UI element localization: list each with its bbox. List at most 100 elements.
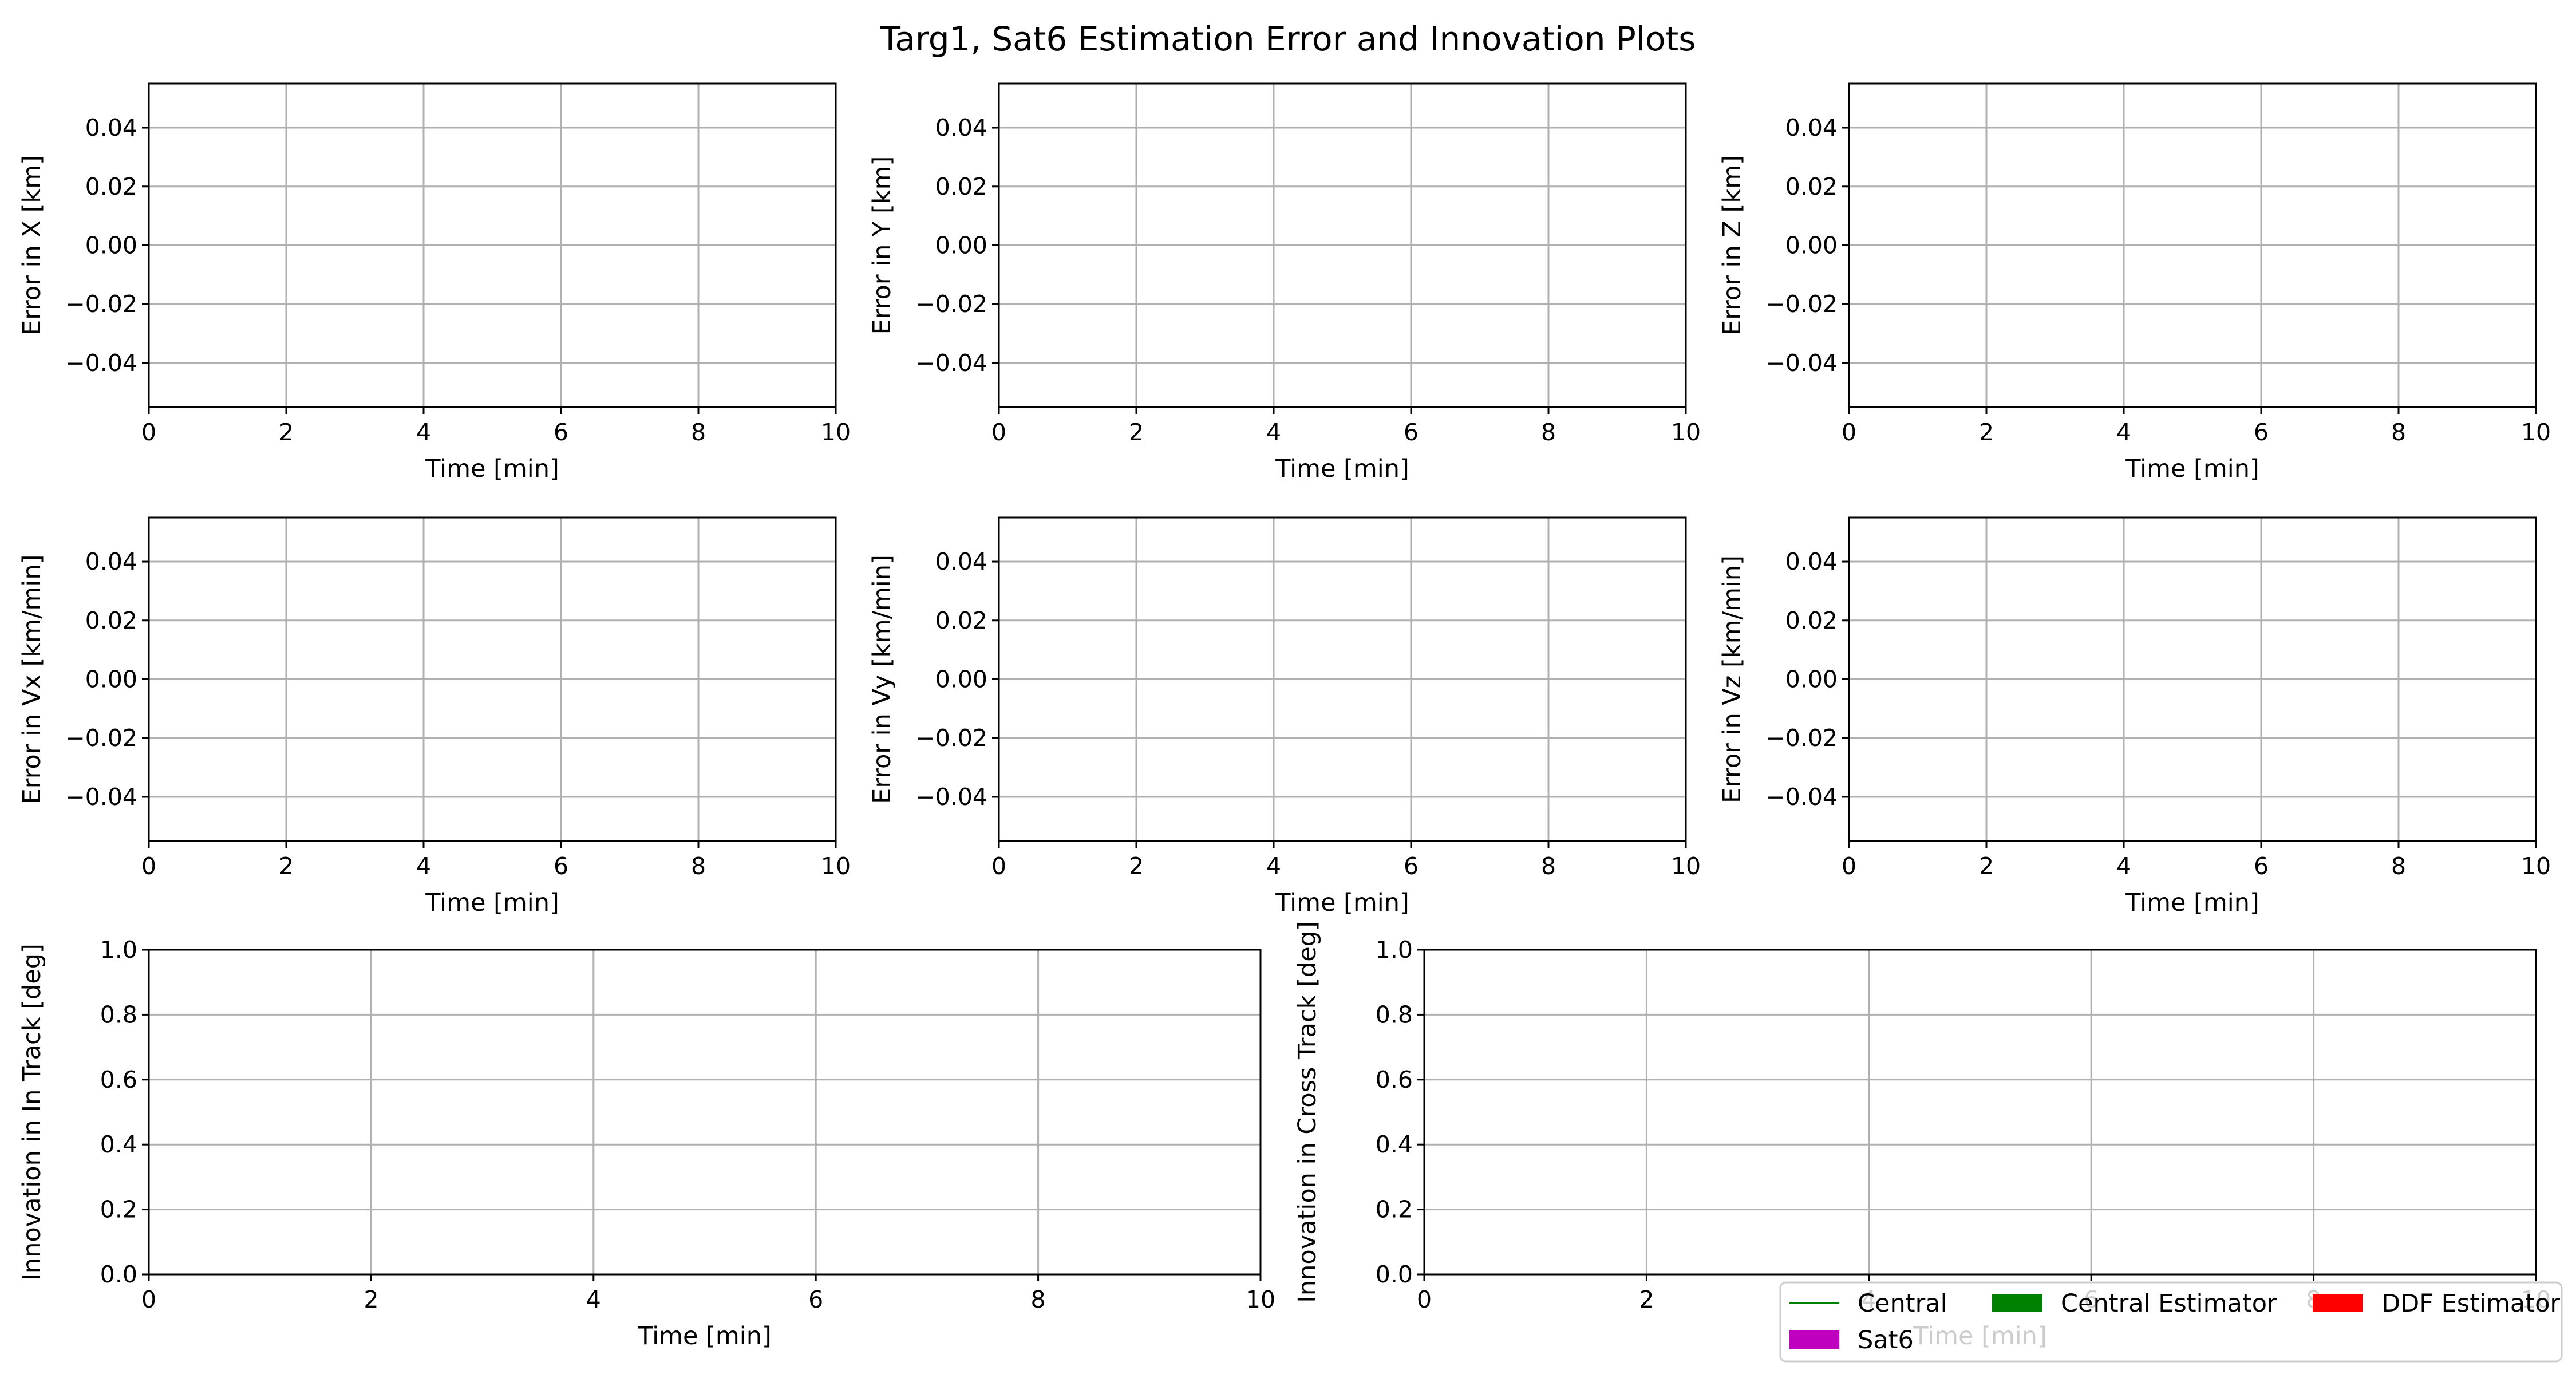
plot-frame (148, 949, 1262, 1276)
x-tick-label: 2 (279, 418, 294, 446)
x-tick-label: 0 (141, 1286, 156, 1313)
x-tick-label: 10 (821, 852, 851, 880)
x-axis-label: Time [min] (425, 889, 559, 917)
x-tick-label: 4 (2116, 852, 2131, 880)
y-tick-label: 0.00 (1785, 232, 1838, 259)
x-tick-label: 4 (2116, 418, 2131, 446)
x-tick-label: 10 (1671, 418, 1701, 446)
x-tick-label: 2 (1129, 418, 1144, 446)
y-tick-label: −0.04 (915, 349, 987, 377)
x-tick-label: 8 (2391, 852, 2406, 880)
x-tick-label: 4 (416, 418, 431, 446)
x-tick-label: 8 (1031, 1286, 1046, 1313)
y-tick-label: 0.6 (100, 1066, 137, 1093)
y-tick-label: 0.00 (85, 232, 137, 259)
y-tick-label: 0.2 (1376, 1196, 1413, 1223)
y-tick-label: 0.8 (1376, 1001, 1413, 1028)
x-tick-label: 8 (2391, 418, 2406, 446)
legend-label: Sat6 (1858, 1326, 1914, 1355)
y-tick-label: −0.04 (1765, 783, 1838, 811)
y-tick-label: −0.02 (915, 724, 987, 752)
x-tick-label: 0 (1417, 1286, 1432, 1313)
x-tick-label: 8 (1541, 852, 1556, 880)
y-tick-label: 0.6 (1376, 1066, 1413, 1093)
y-tick-label: 0.04 (85, 548, 137, 575)
y-tick-label: −0.04 (65, 783, 137, 811)
legend-entry: Sat6 (1789, 1326, 1914, 1355)
legend-patch-handle (2313, 1294, 2363, 1312)
x-tick-label: 2 (279, 852, 294, 880)
y-tick-label: −0.02 (65, 724, 137, 752)
x-axis-label: Time [min] (1275, 455, 1409, 483)
x-tick-label: 0 (991, 418, 1006, 446)
y-axis-label: Error in Y [km] (868, 156, 896, 335)
plot-frame (1423, 949, 2537, 1276)
y-tick-label: −0.02 (1765, 724, 1838, 752)
y-tick-label: −0.02 (915, 290, 987, 318)
subplot-5: 0 2 4 6 8 10 −0.04 −0.02 0.00 0.02 0.04 Time [min] E… (868, 516, 1701, 917)
x-axis-label: Time [min] (1275, 889, 1409, 917)
y-tick-label: 1.0 (1376, 936, 1413, 964)
subplot-7: 0 2 4 6 8 10 0.0 0.2 0.4 0.6 0.8 1.0 Time [min] Innov… (18, 936, 1275, 1351)
subplot-2: 0 2 4 6 8 10 −0.04 −0.02 0.00 0.02 0.04 Time [min] E… (868, 82, 1701, 483)
y-tick-label: 0.04 (935, 548, 987, 575)
y-axis-label: Error in Vz [km/min] (1718, 555, 1747, 803)
x-tick-label: 8 (691, 418, 706, 446)
y-axis-label: Innovation in In Track [deg] (18, 943, 46, 1281)
y-tick-label: 0.02 (935, 607, 987, 634)
x-tick-label: 6 (554, 852, 568, 880)
x-tick-label: 10 (1246, 1286, 1275, 1313)
y-tick-label: 0.04 (1785, 114, 1838, 141)
y-tick-label: 0.02 (1785, 173, 1838, 200)
x-tick-label: 2 (1979, 852, 1994, 880)
y-tick-label: 0.0 (100, 1261, 137, 1288)
y-tick-label: 0.0 (1376, 1261, 1413, 1288)
x-axis-label: Time [min] (425, 455, 559, 483)
y-axis-label: Error in X [km] (18, 155, 46, 335)
legend-entry: Central (1789, 1289, 1947, 1318)
y-tick-label: 0.04 (1785, 548, 1838, 575)
subplot-1: 0 2 4 6 8 10 −0.04 −0.02 0.00 0.02 0.04 Time [min] E… (18, 82, 851, 483)
x-axis-label: Time [min] (2125, 455, 2259, 483)
y-tick-label: 0.00 (935, 666, 987, 693)
x-tick-label: 0 (141, 852, 156, 880)
figure-title: Targ1, Sat6 Estimation Error and Innovat… (880, 19, 1696, 58)
y-tick-label: −0.04 (1765, 349, 1838, 377)
x-tick-label: 6 (554, 418, 568, 446)
x-tick-label: 4 (1266, 852, 1281, 880)
y-axis-label: Error in Z [km] (1718, 155, 1747, 335)
y-axis-label: Error in Vx [km/min] (18, 555, 46, 804)
x-tick-label: 4 (1266, 418, 1281, 446)
x-tick-label: 4 (586, 1286, 601, 1313)
legend-entry: Central Estimator (1992, 1289, 2277, 1318)
x-tick-label: 6 (808, 1286, 823, 1313)
y-tick-label: 0.8 (100, 1001, 137, 1028)
legend-label: DDF Estimator (2381, 1289, 2560, 1318)
y-tick-label: 0.4 (1376, 1131, 1413, 1158)
y-tick-label: 0.2 (100, 1196, 137, 1223)
y-tick-label: 1.0 (100, 936, 137, 964)
legend-label: Central Estimator (2061, 1289, 2277, 1318)
y-tick-label: −0.04 (65, 349, 137, 377)
x-tick-label: 10 (1671, 852, 1701, 880)
y-tick-label: 0.00 (1785, 666, 1838, 693)
y-tick-label: −0.02 (65, 290, 137, 318)
legend: Central Central Estimator DDF Estimator Sat… (1779, 1281, 2563, 1363)
y-tick-label: 0.00 (85, 666, 137, 693)
x-tick-label: 2 (364, 1286, 378, 1313)
x-tick-label: 4 (416, 852, 431, 880)
x-tick-label: 0 (141, 418, 156, 446)
y-tick-label: 0.04 (85, 114, 137, 141)
x-tick-label: 6 (2254, 852, 2269, 880)
legend-patch-handle (1992, 1294, 2042, 1312)
y-tick-label: 0.02 (85, 607, 137, 634)
x-tick-label: 10 (821, 418, 851, 446)
x-tick-label: 2 (1129, 852, 1144, 880)
x-tick-label: 6 (2254, 418, 2269, 446)
subplot-6: 0 2 4 6 8 10 −0.04 −0.02 0.00 0.02 0.04 Time [min] E… (1718, 516, 2551, 917)
x-tick-label: 6 (1404, 418, 1419, 446)
